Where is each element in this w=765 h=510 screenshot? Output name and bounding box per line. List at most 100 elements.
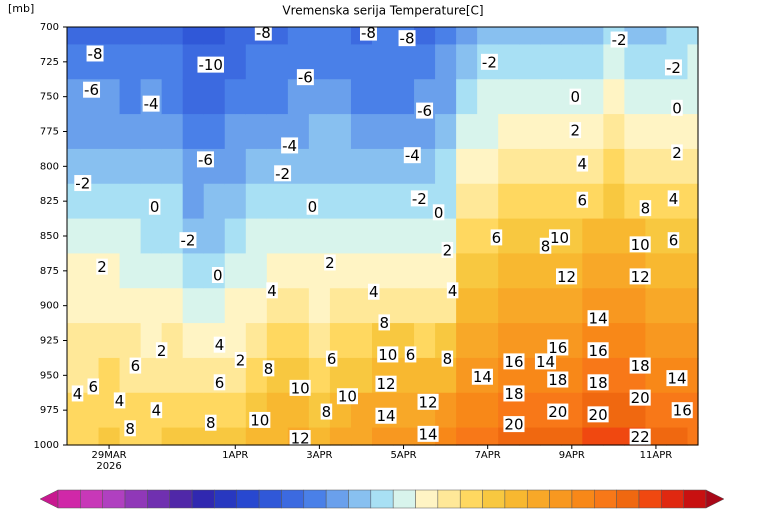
field-cell bbox=[645, 218, 668, 255]
colorbar-box bbox=[571, 489, 595, 509]
field-cell bbox=[498, 183, 520, 220]
field-cell bbox=[519, 79, 541, 115]
colorbar-box bbox=[258, 489, 282, 509]
field-cell bbox=[67, 427, 79, 446]
field-cell bbox=[77, 427, 100, 446]
field-cell bbox=[287, 79, 310, 115]
field-cell bbox=[350, 148, 373, 185]
contour-label: 6 bbox=[669, 232, 679, 250]
field-cell bbox=[414, 253, 436, 289]
field-cell bbox=[161, 288, 184, 324]
field-cell bbox=[329, 27, 352, 46]
field-cell bbox=[687, 114, 699, 150]
field-cell bbox=[435, 44, 457, 80]
field-cell bbox=[224, 392, 247, 429]
field-cell bbox=[603, 148, 625, 185]
field-cell bbox=[350, 44, 373, 80]
field-cell bbox=[540, 148, 562, 185]
field-cell bbox=[308, 27, 331, 46]
contour-label-bg bbox=[587, 406, 609, 423]
field-cell bbox=[329, 218, 352, 255]
contour-label-bg bbox=[71, 385, 84, 402]
field-cell bbox=[624, 288, 647, 324]
field-cell bbox=[371, 27, 394, 46]
contour-label-bg bbox=[555, 268, 578, 285]
contour-label: 0 bbox=[672, 99, 682, 117]
contour-label-bg bbox=[664, 59, 682, 76]
contour-label-bg bbox=[480, 53, 498, 70]
contour-label-bg bbox=[410, 190, 428, 207]
y-tick-label: 975 bbox=[40, 405, 59, 416]
contour-label-bg bbox=[417, 425, 439, 442]
field-cell bbox=[519, 148, 541, 185]
field-cell bbox=[203, 183, 226, 220]
field-cell bbox=[329, 79, 352, 115]
contour-label: 0 bbox=[150, 198, 160, 216]
field-cell bbox=[329, 323, 352, 359]
contour-label-bg bbox=[281, 137, 299, 154]
contour-label: 18 bbox=[589, 374, 608, 392]
field-cell bbox=[161, 183, 184, 220]
field-cell bbox=[519, 253, 541, 289]
field-cell bbox=[350, 114, 373, 150]
field-cell bbox=[67, 148, 79, 185]
colorbar-box bbox=[303, 489, 327, 509]
field-cell bbox=[477, 183, 499, 220]
contour-label: 16 bbox=[548, 339, 567, 357]
field-cell bbox=[266, 427, 289, 446]
colorbar-box bbox=[415, 489, 439, 509]
field-cell bbox=[245, 357, 268, 394]
contour-label: 10 bbox=[378, 346, 397, 364]
contour-label-bg bbox=[196, 151, 214, 168]
colorbar-box bbox=[504, 489, 528, 509]
contour-label: 2 bbox=[672, 144, 682, 162]
field-cell bbox=[119, 183, 142, 220]
contour-label-bg bbox=[213, 336, 226, 353]
field-cell bbox=[119, 27, 142, 46]
colorbar-box bbox=[281, 489, 305, 509]
field-cell bbox=[645, 44, 668, 80]
field-cell bbox=[456, 79, 478, 115]
contour-label: 8 bbox=[322, 403, 332, 421]
field-cell bbox=[245, 44, 268, 80]
field-cell bbox=[456, 114, 478, 150]
contour-label: 18 bbox=[631, 357, 650, 375]
contour-label-bg bbox=[74, 175, 92, 192]
contour-label-bg bbox=[404, 346, 417, 363]
field-cell bbox=[161, 392, 184, 429]
y-tick-label: 775 bbox=[40, 127, 59, 138]
field-cell bbox=[645, 427, 668, 446]
contour-label: 12 bbox=[631, 268, 650, 286]
contour-label-bg bbox=[539, 237, 552, 254]
contour-label-bg bbox=[204, 414, 217, 431]
contour-label-bg bbox=[234, 352, 247, 369]
field-cell bbox=[77, 114, 100, 150]
field-cell bbox=[203, 114, 226, 150]
field-cell bbox=[456, 218, 478, 255]
contour-label: 14 bbox=[589, 310, 608, 328]
contour-label-bg bbox=[320, 403, 333, 420]
field-cell bbox=[687, 392, 699, 429]
field-cell bbox=[67, 79, 79, 115]
field-cell bbox=[540, 183, 562, 220]
field-cell bbox=[203, 288, 226, 324]
contour-label: -2 bbox=[612, 31, 627, 49]
field-cell bbox=[371, 79, 394, 115]
contour-label-bg bbox=[375, 375, 397, 392]
field-cell bbox=[645, 27, 668, 46]
colorbar-box bbox=[191, 489, 215, 509]
field-cell bbox=[624, 148, 647, 185]
contour-label-bg bbox=[671, 99, 683, 116]
field-cell bbox=[414, 114, 436, 150]
colorbar-box bbox=[57, 489, 81, 509]
field-cell bbox=[456, 44, 478, 80]
field-cell bbox=[371, 44, 394, 80]
field-cell bbox=[287, 27, 310, 46]
field-cell bbox=[329, 148, 352, 185]
field-cell bbox=[393, 183, 415, 220]
field-cell bbox=[308, 218, 331, 255]
contour-label: -2 bbox=[412, 190, 427, 208]
contour-label: 0 bbox=[434, 204, 444, 222]
field-cell bbox=[266, 79, 289, 115]
field-cell bbox=[624, 44, 647, 80]
